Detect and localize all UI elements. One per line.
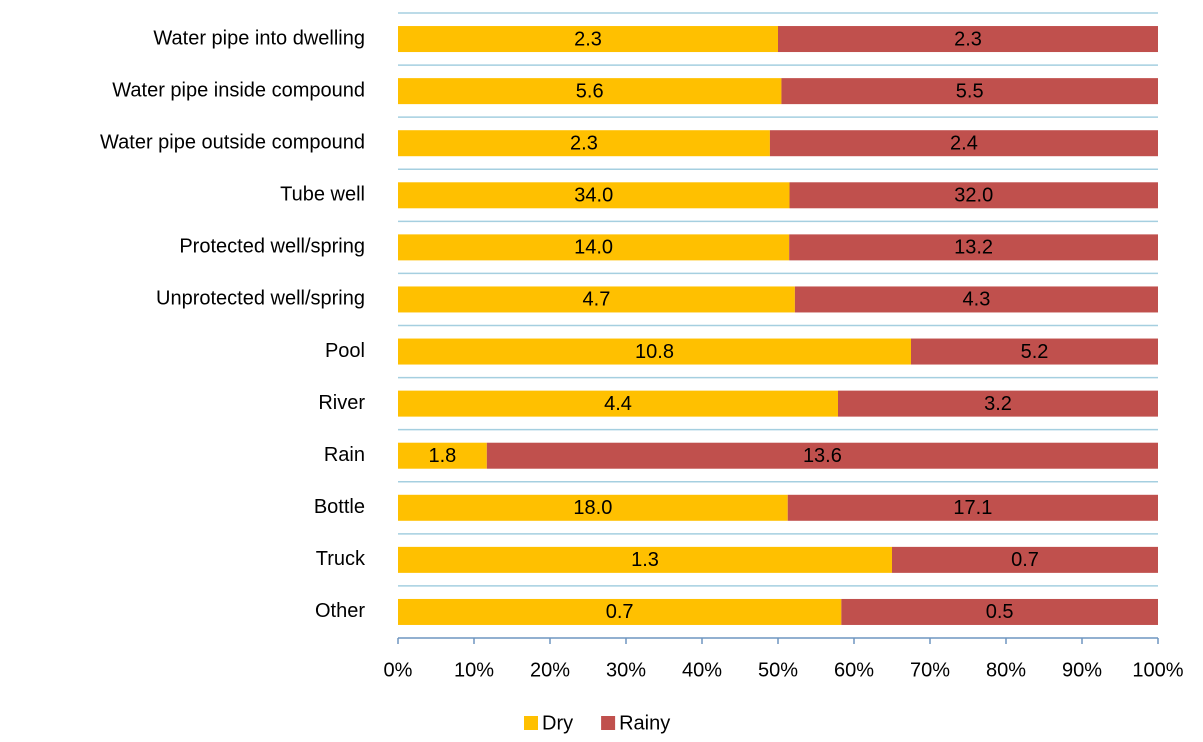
bar-segment <box>398 78 782 105</box>
bar-segment <box>892 546 1158 573</box>
bar-segment <box>787 494 1158 521</box>
data-label: 14.0 <box>574 237 613 259</box>
legend-swatch <box>524 716 538 730</box>
y-tick-label: Other <box>315 600 365 622</box>
bar-segment <box>398 26 778 53</box>
data-label: 1.3 <box>631 549 659 571</box>
x-tick-label: 20% <box>530 659 570 681</box>
bar-segment <box>794 286 1158 313</box>
bar-segment <box>398 338 911 365</box>
data-label: 4.3 <box>963 289 991 311</box>
legend-swatch <box>601 716 616 730</box>
data-label: 2.4 <box>950 132 978 154</box>
data-label: 17.1 <box>953 497 992 519</box>
y-tick-label: Water pipe outside compound <box>100 131 365 153</box>
data-label: 32.0 <box>954 185 993 207</box>
data-label: 18.0 <box>573 497 612 519</box>
x-tick-label: 100% <box>1132 659 1183 681</box>
bar-segment <box>398 494 788 521</box>
x-tick-label: 60% <box>834 659 874 681</box>
y-tick-label: Protected well/spring <box>179 236 365 258</box>
bar-segment <box>398 546 892 573</box>
bar-segment <box>769 130 1158 157</box>
x-tick-label: 0% <box>384 659 413 681</box>
x-tick-label: 30% <box>606 659 646 681</box>
data-label: 0.7 <box>1011 549 1039 571</box>
data-label: 0.7 <box>606 601 634 623</box>
x-tick-label: 70% <box>910 659 950 681</box>
data-label: 2.3 <box>570 132 598 154</box>
y-tick-label: Water pipe inside compound <box>112 79 365 101</box>
y-tick-label: Truck <box>316 548 366 570</box>
x-tick-label: 80% <box>986 659 1026 681</box>
x-tick-label: 50% <box>758 659 798 681</box>
bar-segment <box>398 598 842 625</box>
data-label: 5.5 <box>956 80 984 102</box>
bar-segment <box>781 78 1158 105</box>
data-label: 4.4 <box>604 393 632 415</box>
y-tick-label: Bottle <box>314 496 365 518</box>
bar-segment <box>398 286 795 313</box>
y-tick-label: Water pipe into dwelling <box>153 27 365 49</box>
bar-segment <box>398 130 770 157</box>
bar-segment <box>911 338 1158 365</box>
data-label: 2.3 <box>574 28 602 50</box>
data-label: 1.8 <box>429 445 457 467</box>
bar-segment <box>789 182 1158 209</box>
data-label: 10.8 <box>635 341 674 363</box>
data-label: 2.3 <box>954 28 982 50</box>
bar-segment <box>398 390 838 417</box>
y-tick-label: Rain <box>324 444 365 466</box>
data-label: 34.0 <box>574 185 613 207</box>
data-label: 5.2 <box>1021 341 1049 363</box>
bar-segment <box>398 442 487 469</box>
data-label: 13.6 <box>803 445 842 467</box>
bar-segment <box>486 442 1158 469</box>
y-tick-label: River <box>318 392 365 414</box>
x-tick-label: 90% <box>1062 659 1102 681</box>
y-tick-label: Pool <box>325 340 365 362</box>
legend-label: Rainy <box>619 712 670 734</box>
x-tick-label: 10% <box>454 659 494 681</box>
bar-segment <box>789 234 1158 261</box>
data-label: 13.2 <box>954 237 993 259</box>
bar-segment <box>398 234 790 261</box>
bar-segment <box>838 390 1158 417</box>
data-label: 0.5 <box>986 601 1014 623</box>
y-tick-label: Tube well <box>280 184 365 206</box>
legend-label: Dry <box>542 712 573 734</box>
bar-segment <box>841 598 1158 625</box>
x-tick-label: 40% <box>682 659 722 681</box>
data-label: 3.2 <box>984 393 1012 415</box>
bar-segment <box>398 182 790 209</box>
data-label: 5.6 <box>576 80 604 102</box>
data-label: 4.7 <box>583 289 611 311</box>
bar-segment <box>778 26 1158 53</box>
y-tick-label: Unprotected well/spring <box>156 288 365 310</box>
